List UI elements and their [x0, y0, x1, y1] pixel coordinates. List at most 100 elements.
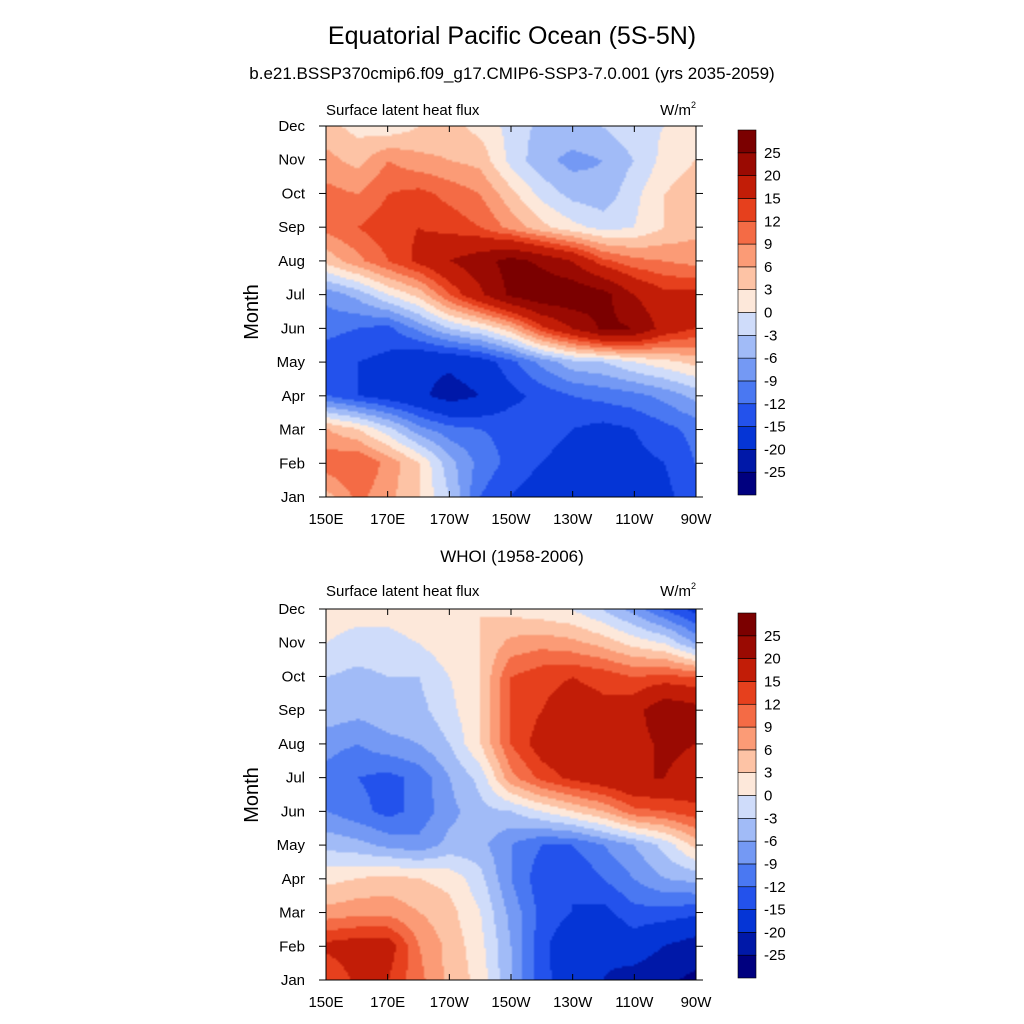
x-tick-label: 170E	[370, 511, 405, 528]
colorbar-swatch	[737, 449, 757, 473]
y-tick-label: Jun	[281, 320, 305, 337]
colorbar-swatch	[737, 335, 757, 359]
y-tick-label: Oct	[282, 185, 306, 202]
y-axis-label: Month	[241, 284, 263, 340]
y-tick-label: Jan	[281, 489, 305, 506]
y-tick-label: Apr	[282, 871, 305, 888]
colorbar-swatch	[737, 471, 757, 496]
x-tick-label: 90W	[681, 511, 713, 528]
colorbar-swatch	[737, 152, 757, 176]
colorbar-swatch	[737, 289, 757, 313]
colorbar-label: 0	[764, 305, 772, 322]
colorbar-label: -3	[764, 810, 777, 827]
x-tick-label: 130W	[553, 994, 593, 1011]
colorbar-label: -6	[764, 833, 777, 850]
colorbar-label: -12	[764, 396, 786, 413]
y-tick-label: Sep	[278, 702, 305, 719]
left-label: Surface latent heat flux	[326, 583, 480, 600]
colorbar-swatch	[737, 886, 757, 910]
y-tick-label: Jun	[281, 803, 305, 820]
x-tick-label: 150E	[308, 994, 343, 1011]
x-tick-label: 90W	[681, 994, 713, 1011]
x-tick-label: 130W	[553, 511, 593, 528]
y-tick-label: Mar	[279, 905, 305, 922]
colorbar-label: -9	[764, 373, 777, 390]
x-tick-label: 150W	[491, 994, 531, 1011]
panel-2-title: WHOI (1958-2006)	[440, 547, 584, 566]
colorbar-swatch	[737, 703, 757, 728]
panel-observations: Surface latent heat flux W/m2 Month 150E…	[241, 581, 786, 1011]
colorbar-label: 0	[764, 788, 772, 805]
colorbar: 25 20 15 12 9 6 3 0 -3 -6 -9 -12 -15 -20 -25	[737, 612, 786, 979]
colorbar-swatch	[737, 795, 757, 819]
colorbar-swatch	[737, 954, 757, 979]
colorbar-swatch	[737, 380, 757, 405]
colorbar-swatch	[737, 198, 757, 222]
y-ticks: Jan Feb Mar Apr May Jun Jul Aug Sep Oct Nov Dec	[277, 601, 703, 989]
colorbar-label: 12	[764, 213, 781, 230]
colorbar-label: 15	[764, 190, 781, 207]
colorbar-swatch	[737, 932, 757, 956]
units-label: W/m2	[660, 100, 696, 119]
y-tick-label: Dec	[278, 118, 305, 135]
colorbar-label: -6	[764, 350, 777, 367]
colorbar-swatch	[737, 426, 757, 450]
colorbar-label: 25	[764, 145, 781, 162]
y-tick-label: Nov	[278, 635, 305, 652]
x-tick-label: 110W	[615, 994, 654, 1011]
colorbar-label: -3	[764, 327, 777, 344]
y-tick-label: Aug	[278, 253, 305, 270]
colorbar-label: 9	[764, 236, 772, 253]
panel-model: Surface latent heat flux W/m2 Month 150E…	[241, 100, 786, 528]
colorbar-label: 6	[764, 742, 772, 759]
colorbar-label: 9	[764, 719, 772, 736]
left-label: Surface latent heat flux	[326, 102, 480, 119]
colorbar-label: 3	[764, 282, 772, 299]
x-tick-label: 150W	[491, 511, 531, 528]
colorbar-label: 25	[764, 628, 781, 645]
y-ticks: Jan Feb Mar Apr May Jun Jul Aug Sep Oct Nov Dec	[277, 118, 703, 506]
y-tick-label: Jul	[286, 770, 305, 787]
colorbar-label: -25	[764, 464, 786, 481]
colorbar-swatch	[737, 909, 757, 933]
colorbar-label: 12	[764, 696, 781, 713]
y-tick-label: Jan	[281, 972, 305, 989]
colorbar-swatch	[737, 863, 757, 888]
colorbar-label: 6	[764, 259, 772, 276]
colorbar-swatch	[737, 312, 757, 336]
colorbar-swatch	[737, 772, 757, 796]
y-tick-label: Nov	[278, 152, 305, 169]
colorbar-swatch	[737, 840, 757, 865]
y-tick-label: May	[277, 837, 306, 854]
x-ticks: 150E 170E 170W 150W 130W 110W 90W	[308, 609, 712, 1011]
colorbar-swatch	[737, 266, 757, 290]
colorbar-swatch	[737, 681, 757, 705]
colorbar-swatch	[737, 612, 757, 637]
colorbar-label: -20	[764, 441, 786, 458]
colorbar-label: -12	[764, 879, 786, 896]
x-ticks: 150E 170E 170W 150W 130W 110W 90W	[308, 126, 712, 528]
x-tick-label: 170E	[370, 994, 405, 1011]
colorbar-label: 20	[764, 168, 781, 185]
x-tick-label: 170W	[430, 994, 470, 1011]
colorbar-swatch	[737, 403, 757, 427]
colorbar-swatch	[737, 220, 757, 245]
colorbar-label: -20	[764, 924, 786, 941]
y-tick-label: Dec	[278, 601, 305, 618]
colorbar-swatch	[737, 243, 757, 268]
y-tick-label: Apr	[282, 388, 305, 405]
colorbar-swatch	[737, 658, 757, 682]
x-tick-label: 110W	[615, 511, 654, 528]
colorbar-swatch	[737, 635, 757, 659]
x-tick-label: 150E	[308, 511, 343, 528]
y-tick-label: Aug	[278, 736, 305, 753]
colorbar-label: -9	[764, 856, 777, 873]
colorbar: 25 20 15 12 9 6 3 0 -3 -6 -9 -12 -15 -20 -25	[737, 129, 786, 496]
y-tick-label: Feb	[279, 938, 305, 955]
figure-title: Equatorial Pacific Ocean (5S-5N)	[327, 22, 697, 50]
y-axis-label: Month	[241, 767, 263, 823]
colorbar-label: 20	[764, 651, 781, 668]
x-tick-label: 170W	[430, 511, 470, 528]
colorbar-swatch	[737, 129, 757, 154]
